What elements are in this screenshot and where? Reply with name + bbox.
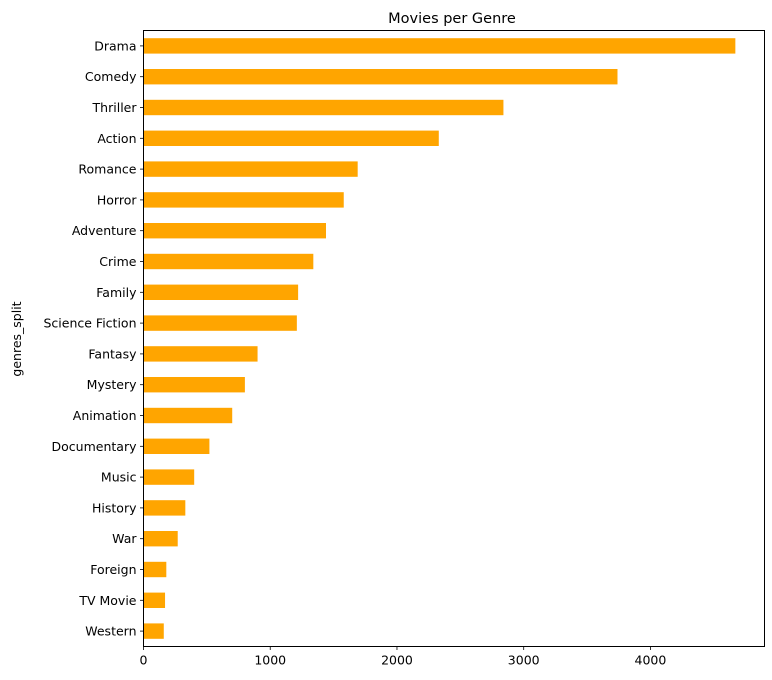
y-tick-label: TV Movie [78,593,136,608]
y-tick-label: Comedy [85,69,137,84]
bar-romance [143,161,358,177]
x-tick-label: 0 [140,653,148,668]
bar-western [143,623,164,639]
y-tick-label: War [112,531,137,546]
y-tick-label: Thriller [92,100,138,115]
y-tick-label: Documentary [52,439,138,454]
bar-music [143,469,195,485]
x-tick-label: 2000 [381,653,413,668]
y-tick-label: Adventure [72,223,137,238]
x-tick-label: 3000 [508,653,540,668]
x-tick-label: 4000 [635,653,667,668]
bar-mystery [143,377,245,393]
bar-thriller [143,99,504,116]
bar-animation [143,407,233,424]
bars-group [143,38,736,639]
y-tick-label: Music [101,470,137,485]
y-tick-label: Horror [97,192,137,207]
bar-tv-movie [143,592,166,608]
bar-family [143,284,299,300]
bar-documentary [143,438,210,454]
bar-action [143,130,439,146]
bar-foreign [143,561,167,578]
y-tick-label: Romance [78,162,136,177]
y-tick-label: Family [96,285,137,300]
bar-fantasy [143,346,258,362]
y-tick-label: Animation [73,408,137,423]
x-ticks-group: 0 1000 2000 3000 4000 [140,646,667,668]
y-tick-label: Drama [94,38,136,53]
y-tick-label: Foreign [90,562,136,577]
chart-title: Movies per Genre [388,11,516,27]
y-tick-label: Fantasy [88,346,137,361]
bar-comedy [143,69,618,85]
y-ticks-group: Drama Comedy Thriller Action Romance Horror Ad… [44,38,144,639]
y-tick-label: Science Fiction [44,316,137,331]
y-tick-label: Western [85,624,136,639]
plot-frame [143,30,765,647]
y-tick-label: Crime [99,254,137,269]
bar-horror [143,192,344,208]
bar-history [143,500,186,516]
bar-drama [143,38,736,54]
y-tick-label: Mystery [87,377,137,392]
y-tick-label: History [92,500,137,515]
bar-war [143,531,178,547]
bar-adventure [143,223,326,239]
y-axis-label: genres_split [9,301,24,376]
bar-crime [143,253,314,270]
x-tick-label: 1000 [254,653,286,668]
y-tick-label: Action [97,131,136,146]
bar-science-fiction [143,315,297,331]
